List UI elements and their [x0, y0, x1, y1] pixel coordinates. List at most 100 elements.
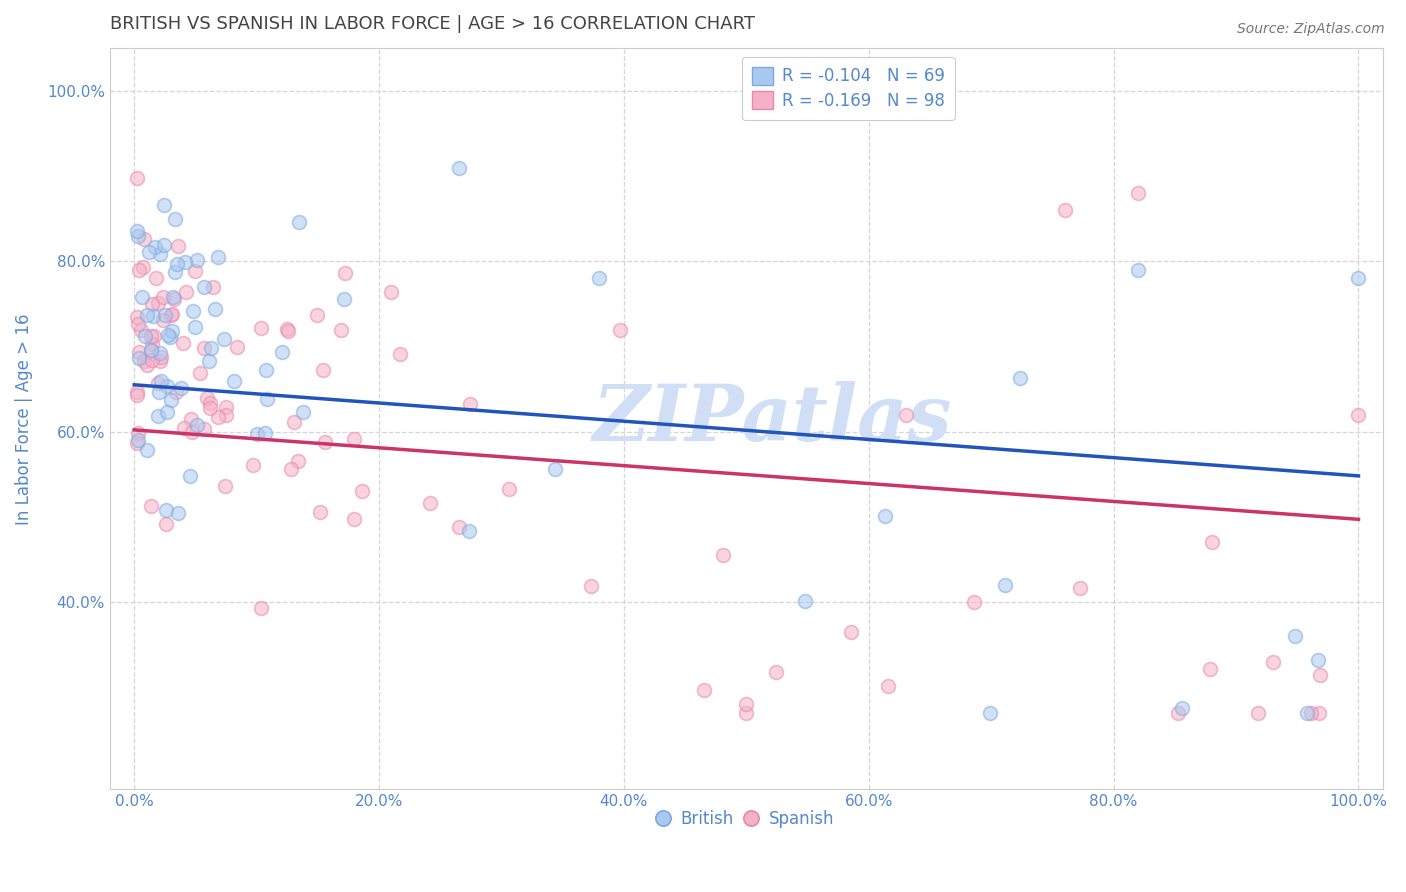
Point [447, 161, 470, 175]
Point [162, 290, 184, 304]
Point [188, 367, 211, 381]
Point [1069, 581, 1091, 595]
Point [193, 422, 215, 436]
Point [125, 436, 148, 450]
Point [125, 388, 148, 402]
Point [335, 267, 357, 281]
Point [288, 215, 311, 229]
Point [207, 251, 229, 265]
Point [283, 415, 305, 429]
Point [1171, 701, 1194, 715]
Point [329, 323, 352, 337]
Point [125, 224, 148, 238]
Point [128, 345, 150, 359]
Point [163, 292, 186, 306]
Point [305, 308, 328, 322]
Point [172, 336, 194, 351]
Point [186, 253, 208, 268]
Point [873, 508, 896, 523]
Point [447, 520, 470, 534]
Point [343, 512, 366, 526]
Point [207, 410, 229, 425]
Point [200, 401, 222, 416]
Point [333, 292, 356, 306]
Point [276, 322, 298, 336]
Point [128, 351, 150, 366]
Point [160, 307, 183, 321]
Point [127, 318, 149, 332]
Point [152, 290, 174, 304]
Point [131, 289, 153, 303]
Point [160, 393, 183, 408]
Point [127, 229, 149, 244]
Point [195, 391, 218, 405]
Point [150, 350, 173, 364]
Point [149, 354, 172, 368]
Text: BRITISH VS SPANISH IN LABOR FORCE | AGE > 16 CORRELATION CHART: BRITISH VS SPANISH IN LABOR FORCE | AGE … [110, 15, 755, 33]
Point [162, 324, 184, 338]
Point [711, 548, 734, 562]
Point [141, 297, 163, 311]
Point [1306, 653, 1329, 667]
Point [160, 308, 183, 322]
Point [149, 246, 172, 260]
Point [156, 378, 179, 392]
Point [225, 340, 247, 354]
Point [146, 376, 169, 391]
Point [186, 417, 208, 432]
Point [127, 433, 149, 447]
Point [128, 262, 150, 277]
Point [250, 321, 273, 335]
Point [184, 264, 207, 278]
Point [132, 232, 155, 246]
Point [1299, 706, 1322, 720]
Point [215, 401, 238, 415]
Point [204, 301, 226, 316]
Point [311, 362, 333, 376]
Point [170, 381, 193, 395]
Point [165, 265, 187, 279]
Point [579, 579, 602, 593]
Point [181, 304, 204, 318]
Point [246, 427, 269, 442]
Point [173, 421, 195, 435]
Point [200, 341, 222, 355]
Point [180, 425, 202, 439]
Point [543, 462, 565, 476]
Point [141, 337, 163, 351]
Point [141, 329, 163, 343]
Point [350, 483, 373, 498]
Point [165, 384, 187, 399]
Point [125, 310, 148, 324]
Point [1284, 629, 1306, 643]
Point [735, 697, 758, 711]
Point [994, 578, 1017, 592]
Point [270, 344, 292, 359]
Point [609, 323, 631, 337]
Point [308, 505, 330, 519]
Point [125, 170, 148, 185]
Point [184, 319, 207, 334]
Point [193, 341, 215, 355]
Point [143, 329, 166, 343]
Point [149, 346, 172, 360]
Point [212, 332, 235, 346]
Point [159, 330, 181, 344]
Point [765, 665, 787, 679]
Point [1201, 535, 1223, 549]
Point [1347, 271, 1369, 285]
Point [224, 374, 246, 388]
Point [174, 285, 197, 300]
Point [979, 706, 1001, 720]
Point [148, 295, 170, 310]
Point [149, 375, 172, 389]
Point [214, 479, 236, 493]
Point [127, 425, 149, 440]
Point [152, 313, 174, 327]
Point [134, 329, 156, 343]
Point [167, 506, 190, 520]
Point [141, 343, 163, 358]
Point [894, 408, 917, 422]
Point [735, 706, 758, 720]
Point [1126, 262, 1149, 277]
